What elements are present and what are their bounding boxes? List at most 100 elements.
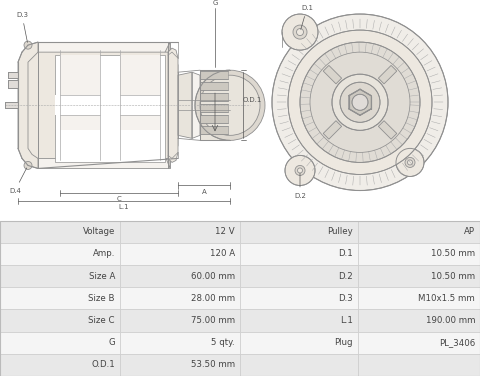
Circle shape [297,29,303,36]
Circle shape [195,70,265,140]
Bar [0,287,120,309]
Text: C: C [117,196,121,202]
Text: G: G [108,338,115,347]
Circle shape [405,158,415,167]
Text: D.1: D.1 [301,5,313,29]
Polygon shape [5,102,18,108]
Circle shape [298,168,302,173]
Circle shape [293,25,307,39]
Circle shape [396,149,424,176]
Text: 28.00 mm: 28.00 mm [191,294,235,303]
Polygon shape [38,42,170,168]
Polygon shape [28,52,178,158]
Text: D.3: D.3 [338,294,353,303]
Text: Amp.: Amp. [93,249,115,258]
Polygon shape [55,55,165,162]
Polygon shape [200,70,230,140]
Polygon shape [200,71,228,79]
Polygon shape [18,42,38,168]
Bar [120,265,240,287]
Bar [120,221,240,243]
Text: 75.00 mm: 75.00 mm [191,316,235,325]
Polygon shape [8,80,18,88]
Bar [358,265,480,287]
Circle shape [408,160,412,165]
Bar [120,354,240,376]
Polygon shape [200,115,228,123]
Polygon shape [8,72,18,78]
Text: Size A: Size A [89,271,115,280]
Bar [240,309,358,332]
Polygon shape [60,55,100,130]
Bar [0,309,120,332]
Circle shape [288,30,432,174]
Circle shape [272,14,448,191]
Bar [120,332,240,354]
Text: D.3: D.3 [16,12,28,42]
Text: Voltage: Voltage [83,227,115,236]
Text: L.1: L.1 [119,203,129,209]
Bar [358,354,480,376]
Text: D.2: D.2 [338,271,353,280]
Bar [0,221,120,243]
Text: 12 V: 12 V [216,227,235,236]
Text: Size B: Size B [88,294,115,303]
Text: A: A [202,188,206,194]
Polygon shape [200,104,228,112]
Polygon shape [200,82,228,90]
Bar [120,309,240,332]
Bar [240,243,358,265]
Bar [358,243,480,265]
Polygon shape [165,42,170,62]
Bar [240,221,358,243]
Bar [240,354,358,376]
Bar [358,287,480,309]
Bar [240,287,358,309]
Bar [120,243,240,265]
Circle shape [200,75,260,135]
Bar [358,221,480,243]
Polygon shape [378,65,397,84]
Circle shape [282,14,318,50]
Circle shape [300,42,420,162]
Text: D.2: D.2 [294,173,306,199]
Polygon shape [200,126,228,134]
Text: Size C: Size C [88,316,115,325]
Text: PL_3406: PL_3406 [439,338,475,347]
Bar [358,332,480,354]
Bar [240,332,358,354]
Polygon shape [192,72,200,138]
Circle shape [340,82,380,122]
Circle shape [24,161,32,170]
Text: 120 A: 120 A [210,249,235,258]
Polygon shape [200,93,228,101]
Text: AP: AP [464,227,475,236]
Text: L.1: L.1 [340,316,353,325]
Bar [0,265,120,287]
Text: 10.50 mm: 10.50 mm [431,271,475,280]
Polygon shape [323,121,342,139]
Text: D.1: D.1 [338,249,353,258]
Text: 10.50 mm: 10.50 mm [431,249,475,258]
Polygon shape [165,149,170,168]
Circle shape [352,94,368,110]
Text: G: G [212,0,218,6]
Circle shape [285,155,315,185]
Text: M10x1.5 mm: M10x1.5 mm [418,294,475,303]
Polygon shape [323,65,342,84]
Polygon shape [120,55,160,130]
Text: D.4: D.4 [9,168,27,194]
Bar [120,287,240,309]
Circle shape [295,165,305,176]
Polygon shape [168,48,178,162]
Text: 60.00 mm: 60.00 mm [191,271,235,280]
Text: Plug: Plug [335,338,353,347]
Polygon shape [378,121,397,139]
Text: 190.00 mm: 190.00 mm [425,316,475,325]
Circle shape [332,74,388,130]
Text: O.D.1: O.D.1 [243,97,263,103]
Polygon shape [178,72,192,138]
Text: 5 qty.: 5 qty. [211,338,235,347]
Text: 53.50 mm: 53.50 mm [191,360,235,369]
Text: O.D.1: O.D.1 [91,360,115,369]
